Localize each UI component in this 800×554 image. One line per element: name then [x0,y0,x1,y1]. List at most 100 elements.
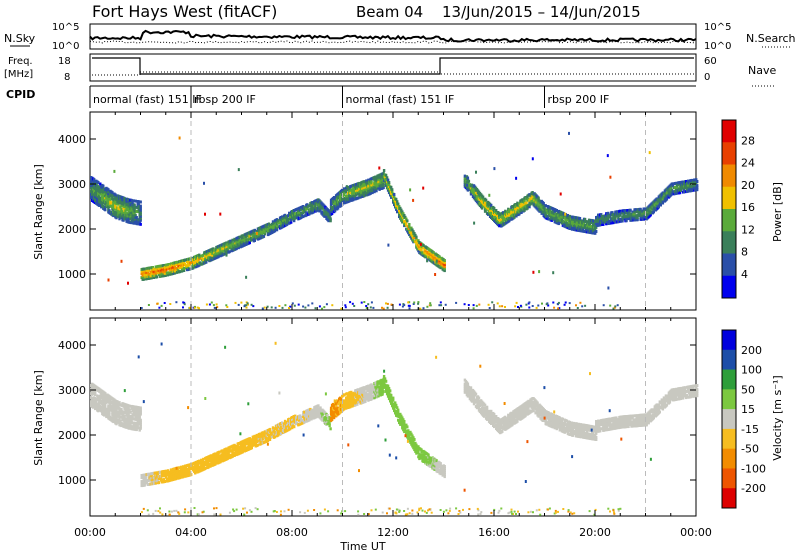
speckle-cell [412,303,415,305]
data-cell [357,396,360,400]
data-cell [443,269,446,273]
data-cell [191,264,194,268]
speckle-cell [266,305,269,308]
speckle-cell [213,306,216,309]
data-cell [204,467,207,470]
data-cell [174,269,178,273]
data-cell [363,194,366,198]
speckle-cell [602,304,605,307]
data-cell [401,218,404,222]
data-cell [501,213,504,217]
data-cell [608,219,611,223]
speckle-cell [240,301,243,304]
data-cell [367,398,370,402]
data-cell [520,209,523,212]
speckle-cell [252,305,255,308]
data-cell [159,476,163,480]
data-cell [356,190,359,194]
data-cell [139,218,142,222]
data-cell [124,211,127,215]
data-cell [394,405,397,409]
data-cell [343,193,346,197]
data-cell [118,413,121,417]
speckle-cell [498,305,501,308]
data-cell [393,407,396,411]
data-cell [96,200,99,204]
data-cell [155,267,159,271]
speckle-cell [528,306,531,309]
data-cell [675,183,679,187]
speckle-cell [607,286,610,290]
data-cell [250,446,253,450]
data-cell [212,247,215,251]
speckle-cell [444,303,447,306]
speckle-cell [365,305,368,307]
data-cell [623,215,626,219]
data-cell [311,411,314,414]
data-cell [640,215,643,219]
data-cell [681,180,685,184]
data-cell [659,203,662,207]
data-cell [209,458,212,462]
speckle-cell [564,212,567,216]
data-cell [139,214,142,218]
speckle-cell [541,302,543,305]
data-cell [166,469,170,473]
data-cell [684,186,688,190]
data-cell [126,410,129,413]
nsky-trace [89,29,697,44]
data-cell [560,213,564,217]
data-cell [132,423,135,427]
data-cell [405,223,408,227]
power-panel-frame [89,111,697,311]
data-cell [151,266,154,269]
data-cell [255,433,258,437]
data-cell [354,403,357,407]
data-cell [390,395,393,399]
data-cell [625,219,628,223]
speckle-cell [198,307,200,310]
data-cell [214,462,217,466]
speckle-cell [553,306,556,309]
data-cell [174,477,178,481]
data-cell [303,420,306,424]
data-cell [381,392,384,396]
speckle-cell [463,303,466,306]
data-cell [205,254,208,258]
speckle-cell [274,306,277,309]
data-cell [181,475,185,479]
speckle-cell [120,259,123,263]
data-cell [414,239,417,243]
data-cell [516,205,519,209]
data-cell [108,409,111,413]
speckle-cell [429,304,432,307]
data-cell [336,194,340,198]
data-cell [253,239,256,242]
data-cell [508,219,511,223]
data-cell [123,415,126,418]
data-cell [363,390,366,394]
data-cell [143,269,146,273]
data-cell [159,270,163,274]
data-cell [189,257,192,261]
data-cell [158,470,162,474]
data-cell [312,208,315,212]
data-cell [257,437,261,441]
data-cell [581,227,585,231]
data-cell [119,409,122,413]
data-cell [164,469,168,473]
speckle-cell [568,131,570,135]
data-cell [355,193,358,197]
data-cell [202,459,205,463]
data-cell [182,269,186,272]
data-cell [181,465,185,469]
data-cell [162,264,166,267]
data-cell [548,214,551,217]
data-cell [412,238,415,242]
speckle-cell [281,306,284,309]
data-cell [690,178,694,182]
speckle-cell [472,307,475,310]
nsearch-tick-bottom: 10^0 [704,41,731,52]
data-cell [397,408,400,412]
data-cell [202,259,205,263]
